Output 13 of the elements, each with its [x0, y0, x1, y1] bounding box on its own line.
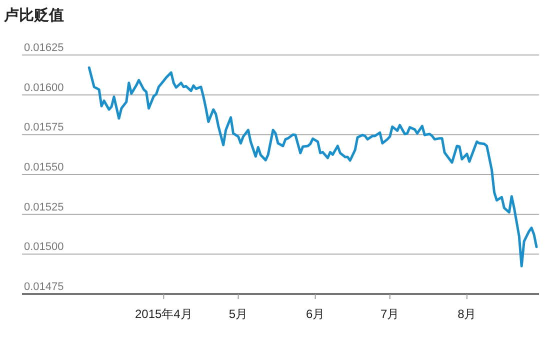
y-tick-label: 0.01525 — [24, 201, 64, 214]
chart-title: 卢比贬值 — [3, 7, 64, 24]
x-tick-label: 5月 — [228, 307, 248, 321]
y-tick-label: 0.01550 — [24, 162, 64, 174]
x-tick-label: 8月 — [458, 307, 476, 321]
y-tick-label: 0.01575 — [24, 122, 64, 134]
x-tick-label: 7月 — [380, 307, 400, 321]
x-tick-label: 6月 — [306, 307, 325, 321]
y-tick-label: 0.01600 — [24, 82, 64, 94]
y-tick-label: 0.01500 — [24, 241, 64, 254]
y-tick-label: 0.01475 — [24, 281, 64, 293]
x-tick-label: 2015年4月 — [134, 307, 192, 321]
y-tick-label: 0.01625 — [24, 42, 64, 54]
